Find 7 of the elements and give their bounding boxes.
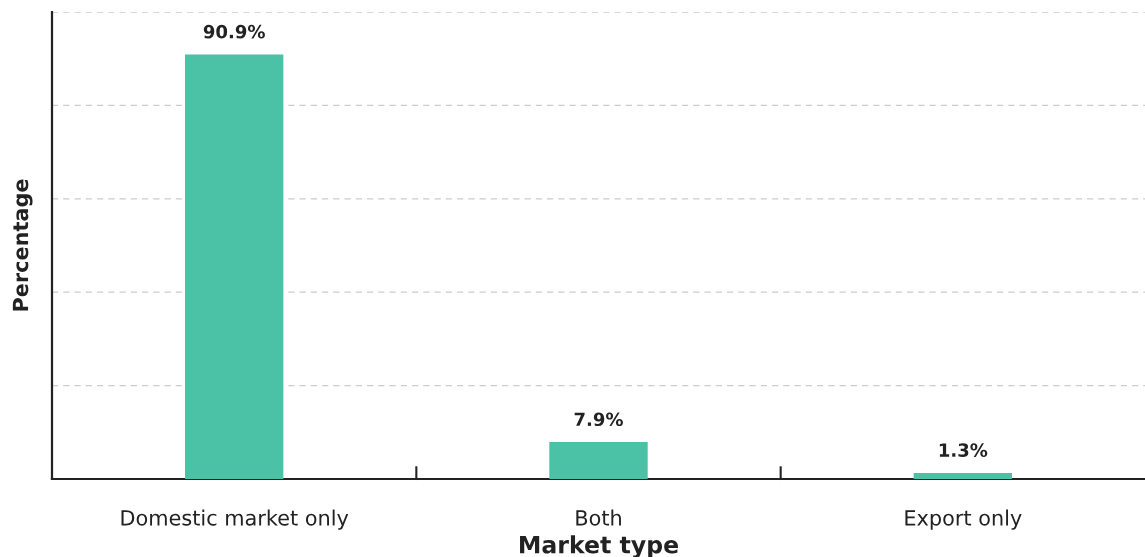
data-label: 90.9% bbox=[203, 24, 265, 39]
x-tick-label: Both bbox=[576, 509, 621, 526]
data-label: 1.3% bbox=[939, 443, 988, 457]
x-tick-label: Export only bbox=[905, 509, 1022, 530]
data-label: 7.9% bbox=[574, 412, 623, 427]
x-tick-label: Domestic market only bbox=[121, 509, 349, 530]
y-axis-title: Percentage bbox=[12, 179, 33, 311]
